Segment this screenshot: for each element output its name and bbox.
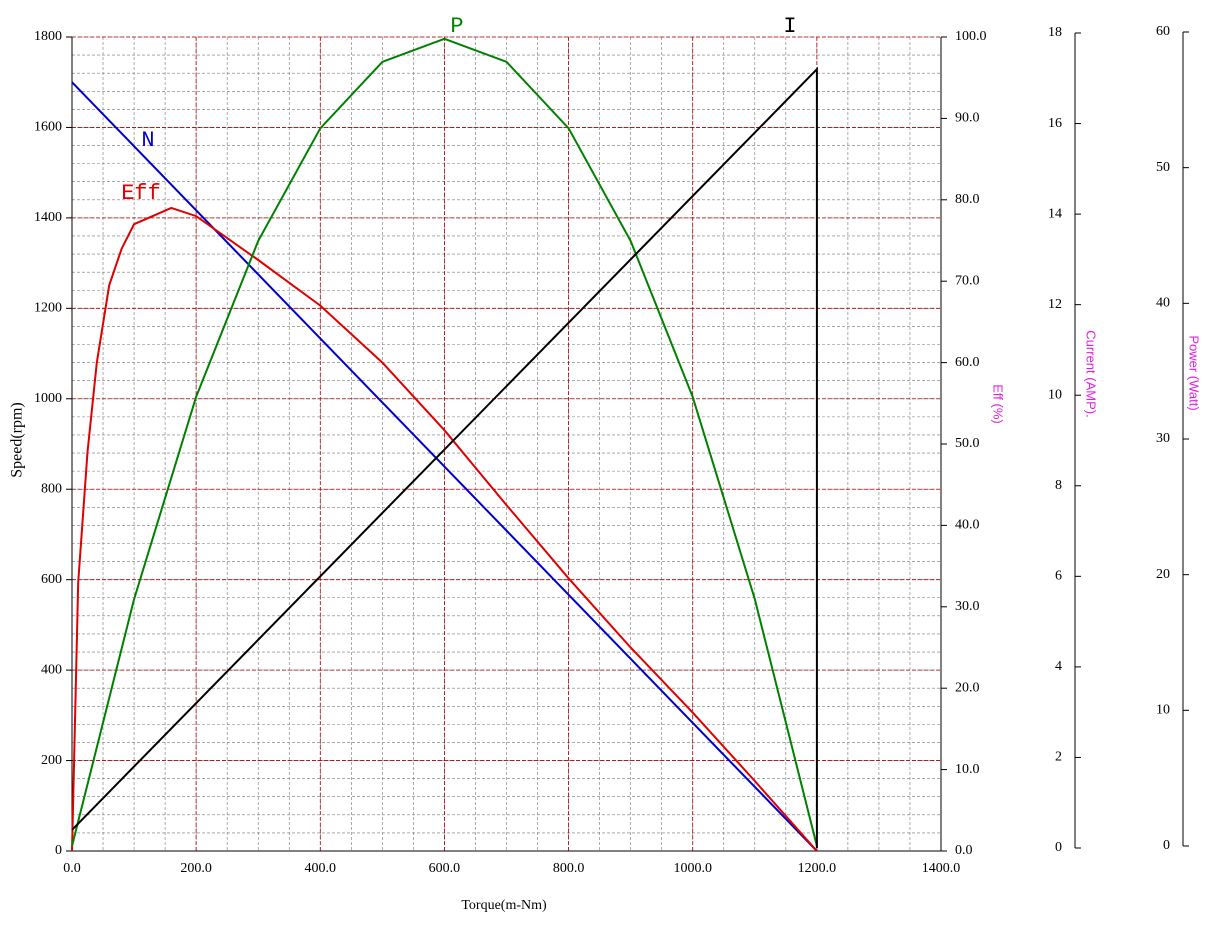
x-tick-label: 400.0 (305, 861, 337, 876)
y2-tick-label: 0.0 (955, 843, 973, 858)
y3-axis-title: Current (AMP). (1084, 330, 1099, 417)
y4-axis-title: Power (Watt) (1187, 335, 1202, 410)
y2-tick-label: 70.0 (955, 273, 980, 288)
x-tick-label: 600.0 (429, 861, 461, 876)
series-line (71, 66, 818, 848)
y3-tick-label: 4 (1055, 659, 1062, 674)
y2-tick-label: 40.0 (955, 518, 980, 533)
y2-tick-label: 50.0 (955, 436, 980, 451)
y4-tick-label: 0 (1163, 838, 1170, 853)
y3-tick-label: 16 (1048, 116, 1062, 131)
x-tick-label: 1400.0 (922, 861, 961, 876)
series-line (71, 206, 818, 852)
y3-tick-label: 0 (1055, 840, 1062, 855)
series-name: P (450, 14, 463, 39)
y2-tick-label: 30.0 (955, 599, 980, 614)
series-name: I (783, 14, 796, 39)
y-tick-label: 1000 (34, 391, 62, 406)
y-tick-label: 1200 (34, 301, 62, 316)
y-axis-title: Speed(rpm) (9, 402, 26, 478)
y-tick-label: 200 (41, 753, 62, 768)
y3-tick-label: 18 (1048, 25, 1062, 40)
y3-tick-label: 8 (1055, 478, 1062, 493)
y2-tick-label: 90.0 (955, 111, 980, 126)
series-line (71, 81, 818, 852)
y-tick-label: 1400 (34, 210, 62, 225)
y4-tick-label: 10 (1156, 703, 1170, 718)
series-name: N (141, 128, 154, 153)
series-name: Eff (121, 181, 161, 206)
y3-tick-label: 6 (1055, 569, 1062, 584)
y4-tick-label: 50 (1156, 160, 1170, 175)
x-tick-label: 1200.0 (798, 861, 837, 876)
x-axis-title: Torque(m-Nm) (461, 898, 547, 913)
y2-tick-label: 20.0 (955, 680, 980, 695)
y3-tick-label: 14 (1048, 206, 1062, 221)
x-tick-label: 200.0 (180, 861, 212, 876)
y4-tick-label: 30 (1156, 431, 1170, 446)
x-tick-label: 800.0 (553, 861, 585, 876)
y-tick-label: 1600 (34, 120, 62, 135)
y2-tick-label: 10.0 (955, 762, 980, 777)
y3-tick-label: 2 (1055, 750, 1062, 765)
y-tick-label: 600 (41, 572, 62, 587)
x-tick-label: 0.0 (63, 861, 81, 876)
y2-tick-label: 80.0 (955, 192, 980, 207)
y4-tick-label: 60 (1156, 24, 1170, 39)
y-tick-label: 1800 (34, 29, 62, 44)
y-tick-label: 400 (41, 662, 62, 677)
y4-tick-label: 20 (1156, 567, 1170, 582)
y3-tick-label: 10 (1048, 387, 1062, 402)
y2-tick-label: 60.0 (955, 355, 980, 370)
series-line (71, 37, 818, 847)
y-tick-label: 0 (55, 843, 62, 858)
y2-axis-title: Eff (%) (991, 384, 1006, 424)
y-tick-label: 800 (41, 481, 62, 496)
y3-tick-label: 12 (1048, 297, 1062, 312)
x-tick-label: 1000.0 (673, 861, 712, 876)
y2-tick-label: 100.0 (955, 29, 987, 44)
y4-tick-label: 40 (1156, 296, 1170, 311)
